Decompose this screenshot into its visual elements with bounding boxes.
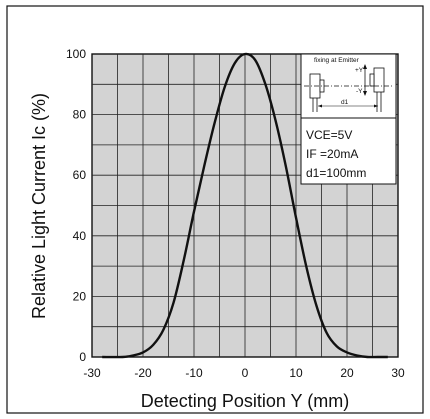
conditions-box: VCE=5V IF =20mA d1=100mm	[300, 117, 397, 185]
x-tick-label: 30	[391, 366, 405, 380]
x-tick-label: 0	[242, 366, 249, 380]
y-tick-label: 20	[73, 289, 87, 303]
inset-minus-y: -Y	[356, 88, 363, 95]
condition-d1: d1=100mm	[306, 166, 366, 180]
y-tick-label: 80	[73, 108, 87, 122]
x-tick-label: -20	[134, 366, 152, 380]
condition-vce: VCE=5V	[306, 128, 352, 142]
inset-title: fixing at Emitter	[314, 57, 360, 64]
arrow-up-icon	[363, 64, 367, 69]
conditions-frame	[300, 117, 397, 185]
x-tick-label: -10	[185, 366, 203, 380]
y-tick-label: 100	[66, 47, 86, 61]
y-tick-label: 0	[79, 350, 86, 364]
arrow-left-icon	[318, 104, 322, 108]
y-axis-title: Relative Light Current Ic (%)	[29, 93, 49, 319]
detector-icon	[373, 67, 385, 93]
inset-plus-y: +Y	[355, 67, 364, 74]
inset-diagram: fixing at Emitter +Y -Y d1	[300, 53, 397, 119]
outer-frame	[6, 5, 424, 414]
x-tick-label: -30	[83, 366, 101, 380]
x-tick-label: 10	[289, 366, 303, 380]
inset-d1: d1	[341, 99, 349, 106]
condition-if: IF =20mA	[306, 147, 358, 161]
arrow-down-icon	[363, 91, 367, 96]
detector-lens-icon	[369, 73, 375, 87]
x-axis-title: Detecting Position Y (mm)	[141, 391, 349, 411]
y-tick-label: 60	[73, 168, 87, 182]
arrow-right-icon	[374, 104, 378, 108]
series-line	[102, 52, 388, 359]
x-tick-label: 20	[340, 366, 354, 380]
x-tick-labels: -30 -20 -10 0 10 20 30	[83, 366, 405, 380]
y-tick-labels: 0 20 40 60 80 100	[66, 47, 86, 364]
y-tick-label: 40	[73, 229, 87, 243]
